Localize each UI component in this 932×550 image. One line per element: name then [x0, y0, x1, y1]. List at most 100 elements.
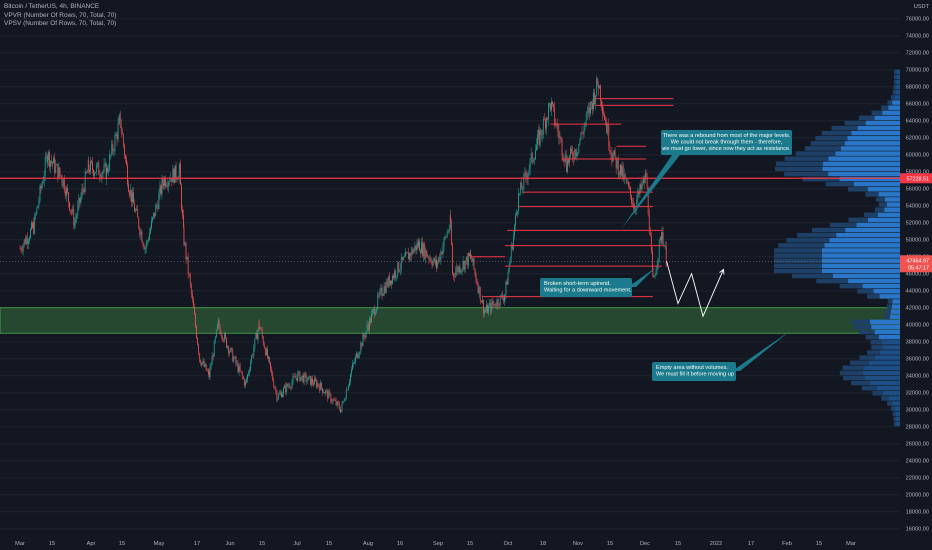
vp-row-down [784, 171, 829, 177]
candle-body [121, 131, 123, 135]
candle-body [192, 299, 194, 308]
candle-body [191, 293, 193, 300]
candle-body [219, 327, 221, 335]
time-tick-label: Aug [363, 541, 373, 547]
vp-row-down [811, 227, 846, 233]
candle-body [656, 265, 658, 270]
vp-row-down [774, 253, 822, 258]
candle-body [126, 158, 127, 165]
candle-body [51, 160, 52, 163]
candle-body [401, 257, 403, 261]
vp-row-up [840, 146, 900, 151]
candle-body [482, 299, 484, 314]
vp-row-up [845, 227, 900, 233]
candle-body [628, 182, 629, 187]
candle-body [255, 333, 257, 339]
candle-body [548, 103, 549, 120]
time-axis[interactable]: Mar 15 Apr 15 May 17 Jun 15 Jul 15 Aug 16 Sep 15 Oct 18… [0, 533, 932, 550]
vp-row-up [882, 391, 900, 396]
candle-body [288, 385, 290, 387]
candle-body [485, 311, 486, 313]
candle-body [618, 173, 620, 176]
candle-body [241, 372, 243, 377]
candle-body [370, 318, 371, 323]
candle-body [275, 388, 277, 392]
candle-body [597, 85, 599, 89]
candle-body [462, 260, 464, 269]
candle-body [260, 329, 262, 330]
vp-row-down [865, 192, 879, 197]
candle-body [399, 268, 401, 271]
callout-text: Empty area without volumes. [656, 365, 728, 371]
candle-body [657, 257, 659, 266]
candle-body [480, 300, 482, 303]
candle-body [88, 169, 90, 173]
resistance-badge-label: 57228.51 [907, 176, 929, 182]
candle-body [633, 204, 635, 208]
candle-body [305, 374, 307, 382]
candle-body [566, 167, 567, 172]
vp-row-down [775, 161, 824, 167]
candle-body [145, 241, 147, 249]
candle-body [182, 209, 183, 215]
vp-row-down [851, 319, 871, 325]
price-axis[interactable]: 76000.00 74000.00 72000.00 70000.00 68000.00… [900, 0, 932, 550]
candle-body [49, 152, 50, 167]
time-tick-label: 16 [397, 541, 403, 547]
candle-body [322, 388, 323, 393]
candle-body [225, 333, 226, 338]
callout-text: we must go lower, since now they act as … [661, 146, 791, 152]
candle-body [50, 160, 51, 167]
candle-body [300, 376, 302, 381]
candle-body [554, 107, 556, 124]
candle-body [151, 220, 152, 229]
vp-row-up [829, 238, 900, 243]
candle-body [637, 191, 639, 200]
candle-body [565, 154, 567, 168]
candle-body [473, 258, 475, 269]
candle-body [505, 281, 507, 296]
candle-body [336, 401, 338, 406]
vp-row-down [861, 385, 877, 391]
candle-body [312, 378, 313, 384]
vp-row-down [774, 248, 822, 253]
indicator-vpvr[interactable]: VPVR (Number Of Rows, 70, Total, 70) [4, 11, 117, 19]
candle-body [582, 133, 584, 134]
support-zone [0, 307, 901, 334]
candle-body [342, 401, 344, 403]
vp-row-down [774, 268, 822, 274]
candle-body [302, 375, 304, 383]
candle-body [537, 134, 538, 145]
vp-row-up [888, 105, 900, 110]
candle-body [367, 325, 369, 331]
candle-body [98, 162, 100, 175]
candle-body [642, 178, 644, 184]
indicator-vpsv[interactable]: VPSV (Number Of Rows, 70, Total, 70) [4, 20, 117, 28]
price-tick-label: 50000.00 [906, 238, 929, 244]
candle-body [438, 257, 440, 263]
candle-body [292, 376, 294, 382]
candle-body [242, 376, 244, 379]
symbol-title[interactable]: Bitcoin / TetherUS, 4h, BINANCE [4, 3, 100, 10]
vp-row-down [829, 222, 857, 228]
candle-body [294, 376, 296, 379]
candle-body [344, 398, 346, 401]
vp-row-up [894, 95, 900, 100]
vp-row-up [821, 263, 900, 269]
candle-body [395, 271, 397, 277]
time-tick-label: Sep [433, 541, 443, 547]
candle-body [496, 299, 498, 307]
candle-body [604, 114, 605, 121]
candle-body [142, 241, 144, 246]
vp-row-up [821, 258, 900, 263]
callout-text: There was a rebound from most of the maj… [663, 133, 791, 139]
candle-body [228, 346, 229, 354]
candle-body [111, 143, 113, 155]
candle-body [28, 240, 29, 244]
vp-row-down [853, 324, 872, 330]
vp-row-down [795, 151, 836, 156]
candle-body [20, 248, 22, 251]
callout-box [661, 130, 792, 155]
